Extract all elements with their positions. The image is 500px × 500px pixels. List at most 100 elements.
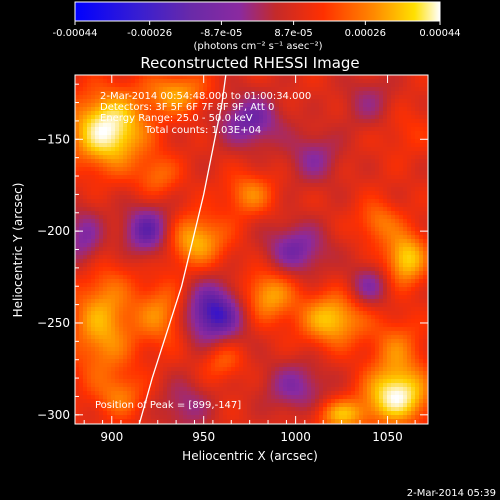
heatmap-cell [295, 99, 300, 104]
heatmap-cell [143, 235, 148, 240]
heatmap-cell [147, 239, 152, 244]
heatmap-cell [195, 123, 200, 128]
heatmap-cell [315, 143, 320, 148]
heatmap-cell [87, 91, 92, 96]
heatmap-cell [219, 239, 224, 244]
heatmap-cell [287, 227, 292, 232]
heatmap-cell [251, 247, 256, 252]
heatmap-cell [275, 207, 280, 212]
heatmap-cell [155, 215, 160, 220]
heatmap-cell [175, 255, 180, 260]
heatmap-cell [159, 75, 164, 80]
heatmap-cell [179, 275, 184, 280]
heatmap-cell [383, 167, 388, 172]
heatmap-cell [303, 255, 308, 260]
heatmap-cell [171, 75, 176, 80]
heatmap-cell [147, 175, 152, 180]
heatmap-cell [423, 175, 428, 180]
heatmap-cell [159, 295, 164, 300]
heatmap-cell [123, 247, 128, 252]
heatmap-cell [239, 207, 244, 212]
heatmap-cell [315, 171, 320, 176]
heatmap-cell [87, 75, 92, 80]
heatmap-cell [187, 183, 192, 188]
heatmap-cell [331, 99, 336, 104]
heatmap-cell [391, 135, 396, 140]
heatmap-cell [155, 111, 160, 116]
heatmap-cell [115, 127, 120, 132]
heatmap-cell [131, 215, 136, 220]
heatmap-cell [127, 107, 132, 112]
heatmap-cell [123, 183, 128, 188]
heatmap-cell [171, 287, 176, 292]
heatmap-cell [367, 295, 372, 300]
heatmap-cell [103, 183, 108, 188]
heatmap-cell [279, 151, 284, 156]
heatmap-cell [171, 187, 176, 192]
heatmap-cell [283, 143, 288, 148]
heatmap-cell [255, 227, 260, 232]
heatmap-cell [375, 235, 380, 240]
heatmap-cell [179, 187, 184, 192]
heatmap-cell [399, 259, 404, 264]
heatmap-cell [119, 191, 124, 196]
heatmap-cell [223, 155, 228, 160]
heatmap-cell [183, 223, 188, 228]
heatmap-cell [147, 79, 152, 84]
heatmap-cell [227, 99, 232, 104]
heatmap-cell [391, 203, 396, 208]
heatmap-cell [275, 159, 280, 164]
heatmap-cell [347, 175, 352, 180]
heatmap-cell [319, 215, 324, 220]
heatmap-cell [99, 251, 104, 256]
heatmap-cell [151, 295, 156, 300]
heatmap-cell [227, 235, 232, 240]
heatmap-cell [127, 131, 132, 136]
heatmap-cell [307, 235, 312, 240]
heatmap-cell [275, 171, 280, 176]
heatmap-cell [163, 163, 168, 168]
heatmap-cell [167, 259, 172, 264]
heatmap-cell [283, 203, 288, 208]
heatmap-cell [95, 267, 100, 272]
heatmap-cell [379, 275, 384, 280]
heatmap-cell [147, 227, 152, 232]
heatmap-cell [395, 275, 400, 280]
heatmap-cell [263, 111, 268, 116]
heatmap-cell [275, 227, 280, 232]
heatmap-cell [187, 83, 192, 88]
heatmap-cell [283, 155, 288, 160]
heatmap-cell [243, 199, 248, 204]
heatmap-cell [423, 231, 428, 236]
heatmap-cell [375, 159, 380, 164]
heatmap-cell [359, 275, 364, 280]
heatmap-cell [191, 183, 196, 188]
heatmap-cell [171, 91, 176, 96]
heatmap-cell [295, 127, 300, 132]
heatmap-cell [235, 195, 240, 200]
heatmap-cell [127, 219, 132, 224]
heatmap-cell [95, 155, 100, 160]
heatmap-cell [123, 95, 128, 100]
heatmap-cell [179, 143, 184, 148]
heatmap-cell [167, 231, 172, 236]
heatmap-cell [403, 183, 408, 188]
heatmap-cell [403, 243, 408, 248]
heatmap-cell [255, 223, 260, 228]
heatmap-cell [271, 235, 276, 240]
heatmap-cell [423, 259, 428, 264]
heatmap-cell [263, 87, 268, 92]
heatmap-cell [167, 195, 172, 200]
heatmap-cell [259, 291, 264, 296]
heatmap-cell [423, 139, 428, 144]
heatmap-cell [131, 163, 136, 168]
heatmap-cell [127, 231, 132, 236]
heatmap-cell [419, 275, 424, 280]
heatmap-cell [423, 211, 428, 216]
heatmap-cell [355, 251, 360, 256]
heatmap-cell [387, 191, 392, 196]
heatmap-cell [235, 291, 240, 296]
heatmap-cell [139, 119, 144, 124]
heatmap-cell [171, 215, 176, 220]
heatmap-cell [335, 243, 340, 248]
